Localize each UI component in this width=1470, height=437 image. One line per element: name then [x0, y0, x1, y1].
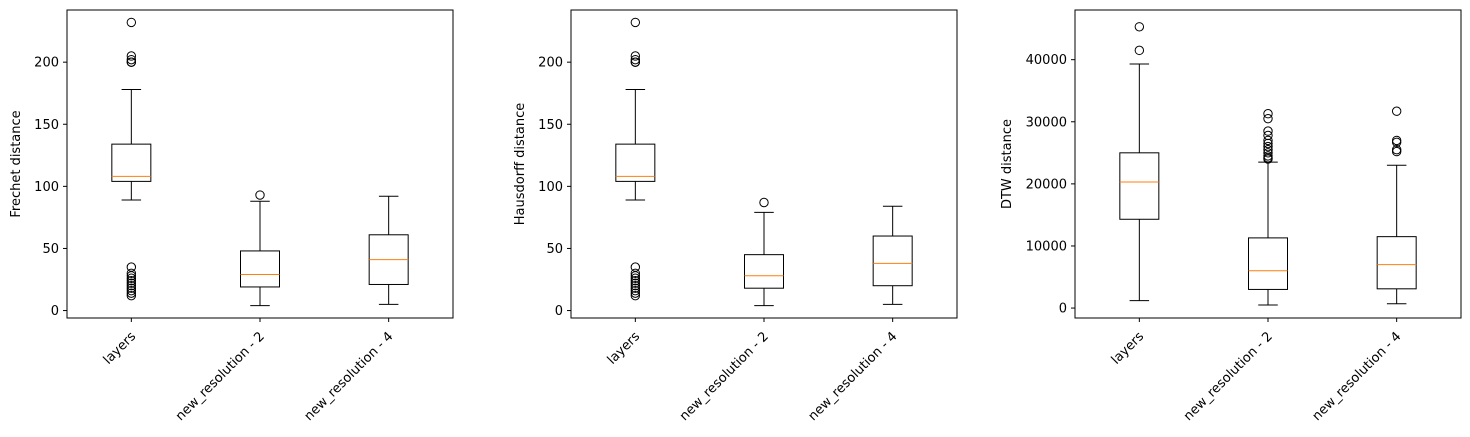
y-tick-label: 50	[546, 242, 563, 257]
y-tick-label: 10000	[1026, 239, 1067, 254]
outlier-point	[630, 57, 641, 67]
y-tick-label: 0	[555, 304, 563, 319]
outlier-point	[126, 271, 137, 281]
y-axis-label: Frechet distance	[9, 110, 24, 217]
outlier-point	[630, 285, 641, 296]
outlier-point	[126, 283, 137, 293]
y-tick-label: 50	[42, 242, 59, 257]
outlier-point	[126, 281, 137, 291]
y-tick-label: 100	[34, 180, 59, 195]
outlier-point	[1391, 146, 1402, 157]
y-tick-label: 150	[538, 118, 563, 133]
box	[240, 250, 280, 288]
outlier-point	[630, 268, 641, 278]
plot-frame	[66, 9, 454, 319]
outlier-point	[255, 190, 265, 200]
y-tick-label: 30000	[1026, 115, 1067, 130]
outlier-point	[1263, 141, 1273, 152]
outlier-point	[630, 273, 641, 283]
outlier-point	[126, 17, 137, 28]
outlier-point	[1391, 137, 1402, 147]
outlier-point	[1391, 106, 1402, 116]
outlier-point	[630, 290, 641, 301]
outlier-point	[630, 271, 641, 281]
y-tick-label: 150	[34, 118, 59, 133]
plot-frame	[1074, 9, 1462, 319]
y-tick-label: 200	[538, 56, 563, 71]
box	[872, 235, 913, 287]
outlier-point	[1263, 135, 1273, 146]
outlier-point	[630, 281, 641, 291]
box	[615, 143, 656, 182]
outlier-point	[126, 285, 137, 296]
box	[1119, 152, 1160, 220]
y-tick-label: 100	[538, 180, 563, 195]
outlier-point	[1263, 154, 1273, 164]
outlier-point	[1263, 138, 1273, 149]
y-tick-label: 0	[51, 304, 59, 319]
outlier-point	[630, 283, 641, 293]
outlier-point	[1263, 126, 1273, 136]
y-tick-label: 20000	[1026, 177, 1067, 192]
outlier-point	[1263, 113, 1273, 124]
y-tick-label: 200	[34, 56, 59, 71]
outlier-point	[630, 288, 641, 298]
outlier-point	[1134, 22, 1145, 32]
outlier-point	[759, 197, 769, 208]
outlier-point	[1134, 45, 1145, 56]
outlier-point	[126, 290, 137, 301]
box	[1376, 236, 1417, 290]
outlier-point	[126, 57, 137, 67]
outlier-point	[630, 278, 641, 288]
outlier-point	[1263, 148, 1273, 158]
outlier-point	[126, 288, 137, 298]
outlier-point	[630, 54, 641, 65]
outlier-point	[1263, 109, 1273, 119]
y-axis-label: DTW distance	[1000, 119, 1015, 209]
y-axis-label: Hausdorff distance	[513, 103, 528, 225]
box	[744, 254, 784, 289]
outlier-point	[126, 54, 137, 65]
outlier-point	[126, 278, 137, 288]
outlier-point	[126, 273, 137, 283]
outlier-point	[126, 276, 137, 286]
y-tick-label: 40000	[1026, 53, 1067, 68]
outlier-point	[126, 51, 137, 61]
box	[111, 143, 152, 182]
y-tick-label: 0	[1059, 302, 1067, 317]
box	[1248, 237, 1288, 290]
outlier-point	[630, 276, 641, 286]
outlier-point	[630, 17, 641, 28]
outlier-point	[126, 268, 137, 278]
plot-frame	[570, 9, 958, 319]
outlier-point	[630, 51, 641, 61]
